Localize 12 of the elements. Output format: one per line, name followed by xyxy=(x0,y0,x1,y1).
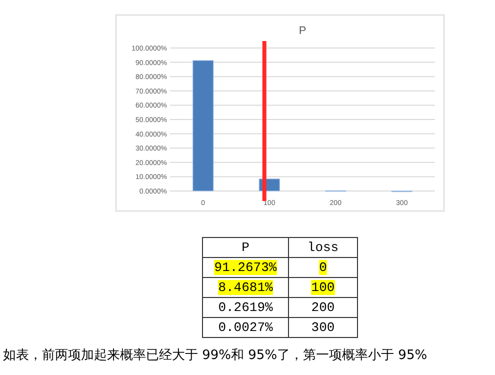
chart-title: P xyxy=(298,25,306,37)
category-label: 0 xyxy=(319,260,327,275)
category-label: 200 xyxy=(311,300,335,315)
text: 如表，前两项加起来概率已经大于 99%和 95%了，第一项概率小于 95% xyxy=(3,347,428,364)
text: 0.0027% xyxy=(218,320,273,335)
text: P xyxy=(202,238,288,258)
text: loss xyxy=(288,238,358,258)
text: 0.2619% xyxy=(218,300,273,315)
text: 100 xyxy=(311,280,335,295)
text: 8.4681% xyxy=(218,280,273,295)
category-label: 300 xyxy=(311,320,335,335)
text: 91.2673% xyxy=(214,260,277,275)
